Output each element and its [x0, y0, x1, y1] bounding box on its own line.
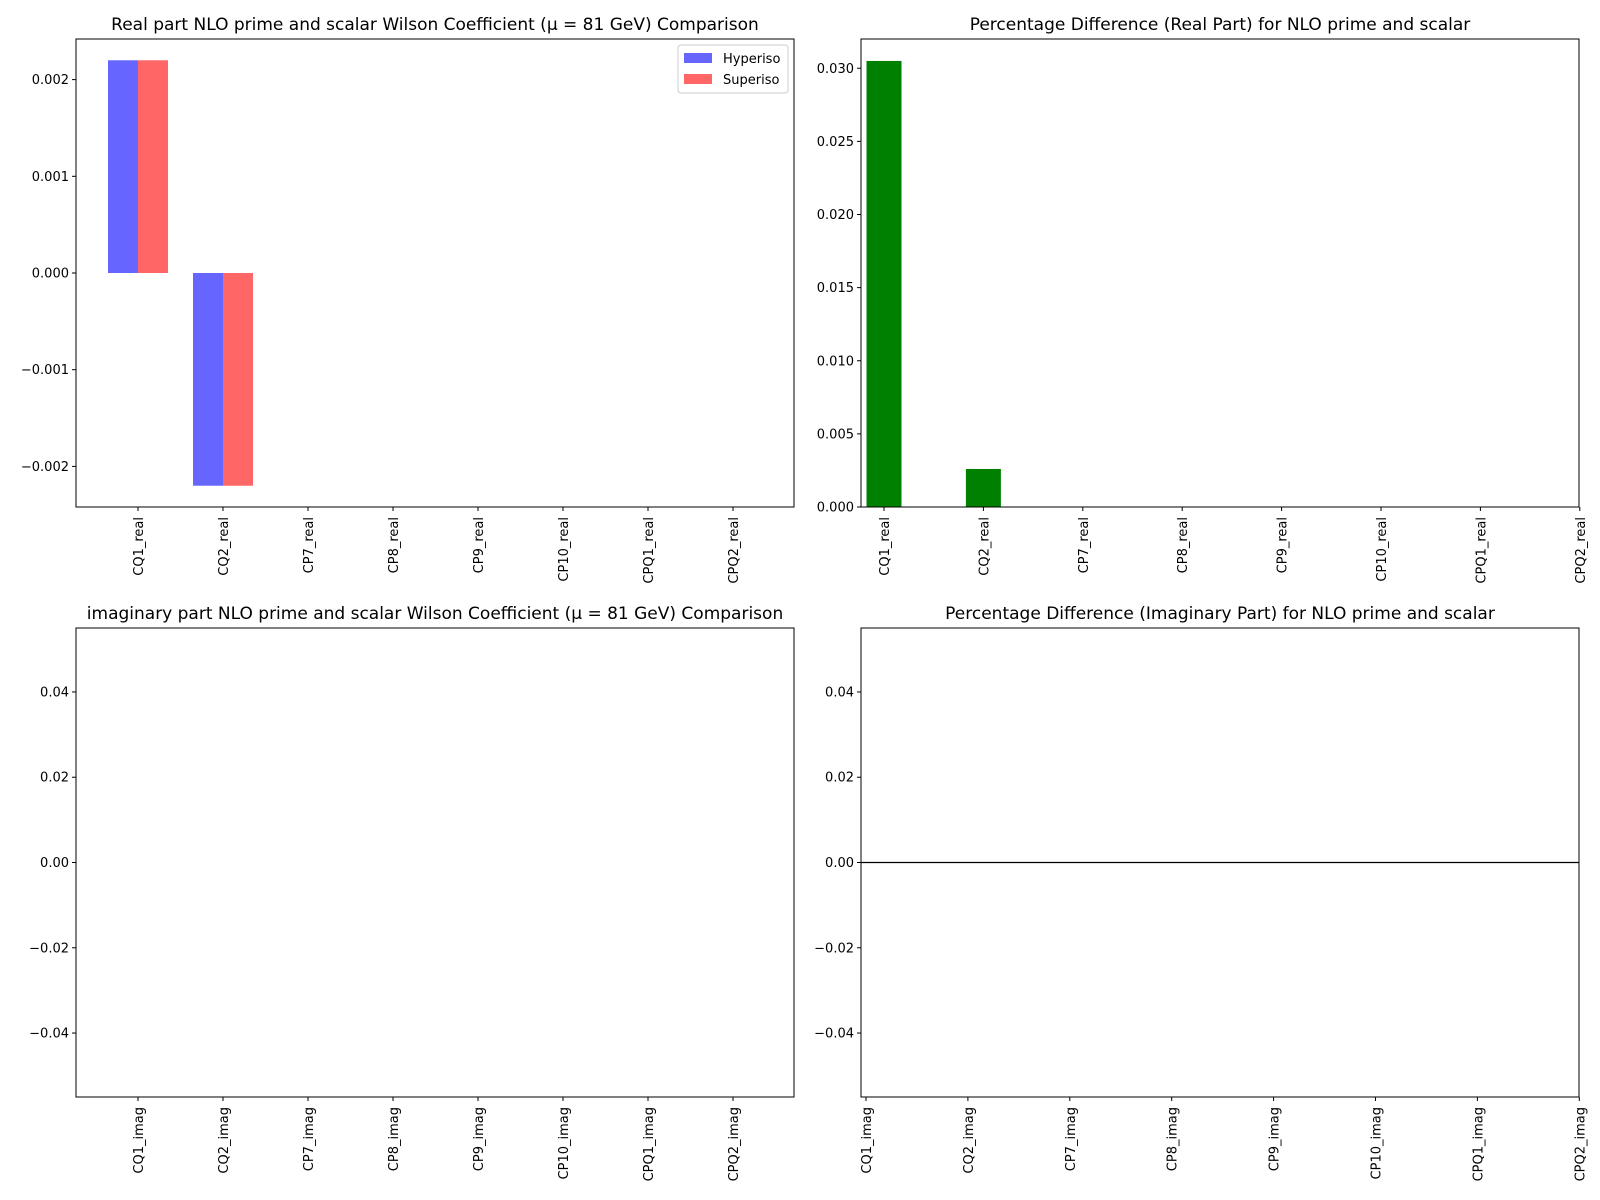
y-tick-label: 0.02: [825, 771, 854, 786]
x-tick-label: CQ1_imag: [860, 1107, 875, 1174]
y-tick-label: 0.002: [32, 73, 69, 88]
subplot-4: 0.04 0.02 0.00 −0.02 −0.04 CQ1_imag CQ2_imag CP…: [814, 604, 1588, 1181]
x-tick-label: CP8_imag: [387, 1107, 402, 1171]
x-tick-label: CQ1_real: [878, 517, 893, 576]
legend-swatch: [684, 74, 712, 84]
x-tick-label: CPQ2_real: [1574, 517, 1589, 584]
subplot-3: 0.04 0.02 0.00 −0.02 −0.04 CQ1_imag CQ2_imag CP…: [29, 604, 795, 1181]
x-tick-label: CP8_real: [387, 517, 402, 573]
x-tick-label: CP7_real: [302, 517, 317, 573]
y-tick-label: 0.000: [817, 501, 854, 516]
x-tick-label: CQ2_imag: [962, 1107, 977, 1174]
y-tick-label: −0.001: [21, 363, 69, 378]
y-tick-label: 0.04: [40, 685, 69, 700]
y-tick-label: −0.04: [29, 1027, 69, 1042]
axes-frame: [860, 38, 1580, 508]
axes-frame: [75, 627, 795, 1098]
x-tick-label: CQ2_real: [217, 517, 232, 576]
bar-hyperiso-cq2-real: [193, 273, 223, 486]
x-tick-label: CP10_real: [1375, 517, 1390, 582]
y-tick-label: −0.02: [29, 941, 69, 956]
axes-frame: [75, 38, 795, 508]
x-tick-label: CQ2_real: [977, 517, 992, 576]
x-tick-label: CPQ1_imag: [642, 1107, 657, 1181]
bar-superiso-cq1-real: [138, 60, 168, 273]
x-tick-label: CPQ1_real: [642, 517, 657, 584]
x-tick-label: CQ1_imag: [132, 1107, 147, 1174]
bar-hyperiso-cq1-real: [108, 60, 138, 273]
x-tick-label: CPQ2_real: [727, 517, 742, 584]
y-tick-label: 0.00: [40, 856, 69, 871]
x-tick-label: CP9_real: [472, 517, 487, 573]
y-tick-label: 0.025: [817, 135, 854, 150]
legend-label: Superiso: [723, 73, 779, 88]
y-tick-label: −0.04: [814, 1027, 854, 1042]
y-tick-label: 0.02: [40, 771, 69, 786]
x-tick-label: CP8_real: [1176, 517, 1191, 573]
x-tick-label: CP8_imag: [1166, 1107, 1181, 1171]
y-tick-label: 0.020: [817, 208, 854, 223]
y-tick-label: 0.005: [817, 427, 854, 442]
chart-title: Percentage Difference (Real Part) for NL…: [970, 15, 1471, 35]
y-tick-label: 0.00: [825, 856, 854, 871]
chart-title: Real part NLO prime and scalar Wilson Co…: [111, 15, 759, 35]
y-tick-label: −0.002: [21, 460, 69, 475]
bar-superiso-cq2-real: [223, 273, 253, 486]
x-tick-label: CP10_imag: [557, 1107, 572, 1179]
x-tick-label: CP7_imag: [1064, 1107, 1079, 1171]
x-tick-label: CP9_real: [1276, 517, 1291, 573]
x-tick-label: CPQ1_imag: [1471, 1107, 1486, 1181]
x-tick-label: CPQ2_imag: [727, 1107, 742, 1181]
y-tick-label: 0.010: [817, 354, 854, 369]
legend-label: Hyperiso: [723, 52, 780, 67]
x-tick-label: CP10_real: [557, 517, 572, 582]
subplot-1: 0.002 0.001 0.000 −0.001 −0.002 CQ1_real CQ2_r…: [21, 15, 795, 584]
chart-title: Percentage Difference (Imaginary Part) f…: [945, 604, 1495, 624]
subplot-2: 0.000 0.005 0.010 0.015 0.020 0.025 0.030 CQ1_r…: [817, 15, 1589, 584]
y-tick-label: 0.030: [817, 62, 854, 77]
bar-series-cq2-real: [965, 468, 1001, 507]
x-tick-label: CPQ1_real: [1474, 517, 1489, 584]
x-tick-label: CQ1_real: [132, 517, 147, 576]
x-tick-label: CQ2_imag: [217, 1107, 232, 1174]
x-tick-label: CP7_real: [1077, 517, 1092, 573]
x-tick-label: CP7_imag: [302, 1107, 317, 1171]
y-tick-label: −0.02: [814, 941, 854, 956]
x-tick-label: CP9_imag: [472, 1107, 487, 1171]
legend-swatch: [684, 53, 712, 63]
y-tick-label: 0.000: [32, 267, 69, 282]
y-tick-label: 0.015: [817, 281, 854, 296]
legend: Hyperiso Superiso: [677, 44, 789, 94]
x-tick-label: CP9_imag: [1268, 1107, 1283, 1171]
bar-series-cq1-real: [866, 60, 902, 507]
y-tick-label: 0.04: [825, 685, 854, 700]
chart-title: imaginary part NLO prime and scalar Wils…: [87, 604, 783, 624]
x-tick-label: CP10_imag: [1370, 1107, 1385, 1179]
y-tick-label: 0.001: [32, 170, 69, 185]
x-tick-label: CPQ2_imag: [1573, 1107, 1588, 1181]
